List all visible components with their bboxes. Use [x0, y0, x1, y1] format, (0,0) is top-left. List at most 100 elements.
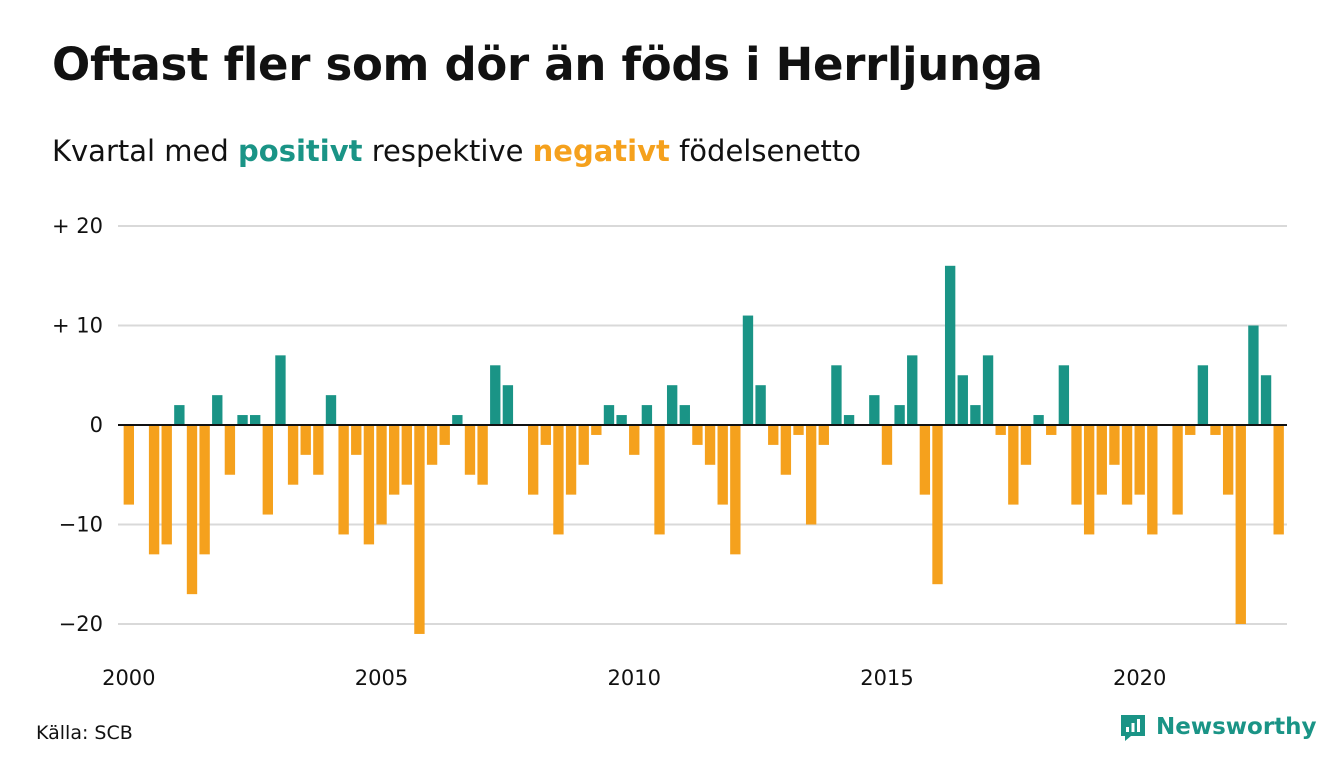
bar-positive [1058, 365, 1070, 424]
bar-negative [1235, 426, 1246, 624]
brand-name: Newsworthy [1156, 714, 1317, 740]
bar-positive [742, 315, 754, 424]
bar-negative [818, 426, 829, 445]
bar-negative [388, 426, 400, 495]
chart-title: Oftast fler som dör än föds i Herrljunga [52, 38, 1043, 91]
bar-negative [262, 426, 273, 515]
bar-negative [1121, 426, 1133, 505]
bar-negative [1109, 426, 1120, 465]
bar-negative [1046, 426, 1057, 435]
bar-negative [401, 426, 412, 485]
bar-negative [692, 426, 703, 445]
bar-negative [338, 426, 349, 535]
bar-negative [527, 426, 539, 495]
bar-positive [755, 385, 766, 424]
bar-positive [1033, 415, 1044, 424]
bar-negative [464, 426, 476, 475]
bar-negative [224, 426, 236, 475]
x-tick-label: 2020 [1113, 666, 1166, 690]
bar-negative [565, 426, 577, 495]
bar-negative [1222, 426, 1234, 495]
grid-lines [118, 225, 1287, 625]
bar-positive [325, 395, 337, 424]
x-tick-label: 2000 [102, 666, 155, 690]
bar-negative [363, 426, 375, 545]
subtitle-negative-word: negativt [532, 134, 670, 168]
bar-negative [1020, 426, 1032, 465]
bar-positive [843, 415, 855, 424]
bar-negative [1083, 426, 1095, 535]
bar-chart: + 20 + 10 0 −10 −20 2000 2005 2010 2015 2020 [52, 214, 1287, 690]
bar-negative [780, 426, 792, 475]
bar-positive [452, 415, 463, 424]
bar-negative [414, 426, 425, 634]
subtitle-positive-word: positivt [238, 134, 363, 168]
subtitle-part-2: respektive [362, 134, 533, 168]
bar-negative [881, 426, 893, 465]
chart-subtitle: Kvartal med positivt respektive negativt… [52, 134, 861, 168]
bar-negative [199, 426, 210, 555]
bar-positive [666, 385, 678, 424]
axis-labels: + 20 + 10 0 −10 −20 2000 2005 2010 2015 2020 [52, 214, 1166, 690]
bar-positive [970, 405, 981, 424]
y-tick-label: −10 [59, 513, 103, 537]
bar-positive [174, 405, 185, 424]
subtitle-part-1: Kvartal med [52, 134, 239, 168]
bar-positive [616, 415, 627, 424]
bar-negative [730, 426, 741, 555]
bar-positive [212, 395, 223, 424]
bar-negative [591, 426, 602, 435]
bar-negative [932, 426, 943, 585]
bar-positive [907, 355, 918, 424]
bar-negative [1273, 426, 1284, 535]
bar-positive [1260, 375, 1272, 424]
bar-negative [793, 426, 804, 435]
x-tick-label: 2005 [355, 666, 408, 690]
bar-negative [1172, 426, 1183, 515]
bar-negative [1134, 426, 1145, 495]
y-tick-label: + 10 [52, 314, 103, 338]
bar-negative [186, 426, 198, 595]
bar-positive [1197, 365, 1209, 424]
bar-negative [1210, 426, 1221, 435]
bar-negative [161, 426, 172, 545]
bar-positive [641, 405, 653, 424]
bar-positive [894, 405, 905, 424]
bar-negative [376, 426, 387, 525]
bar-negative [300, 426, 311, 455]
y-tick-label: −20 [59, 612, 103, 636]
bars [123, 265, 1284, 634]
y-tick-label: + 20 [52, 214, 103, 238]
bar-negative [768, 426, 779, 445]
bar-negative [287, 426, 299, 485]
bar-negative [553, 426, 564, 535]
bar-positive [237, 415, 248, 424]
x-tick-label: 2015 [860, 666, 913, 690]
bar-positive [869, 395, 880, 424]
bar-negative [578, 426, 589, 465]
bar-negative [426, 426, 438, 465]
bar-positive [957, 375, 968, 424]
bar-negative [704, 426, 716, 465]
bar-negative [313, 426, 324, 475]
bar-negative [995, 426, 1006, 435]
bar-negative [1185, 426, 1196, 435]
source-label: Källa: SCB [36, 722, 133, 744]
bar-negative [1147, 426, 1158, 535]
x-tick-label: 2010 [608, 666, 661, 690]
newsworthy-brand: Newsworthy [1118, 712, 1317, 742]
bar-positive [1248, 325, 1259, 424]
bar-negative [654, 426, 665, 535]
bar-positive [603, 405, 615, 424]
newsworthy-logo-icon [1121, 715, 1145, 741]
bar-negative [439, 426, 450, 445]
bar-positive [944, 265, 956, 424]
subtitle-part-3: födelsenetto [669, 134, 861, 168]
y-tick-label: 0 [90, 413, 103, 437]
bar-positive [831, 365, 842, 424]
bar-negative [477, 426, 488, 485]
bar-positive [490, 365, 501, 424]
bar-negative [351, 426, 362, 455]
bar-negative [148, 426, 160, 555]
bar-negative [717, 426, 728, 505]
